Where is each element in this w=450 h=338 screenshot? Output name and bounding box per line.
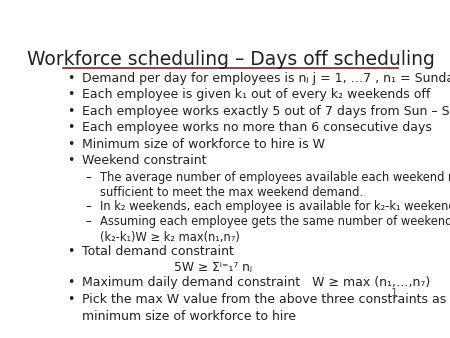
Text: The average number of employees available each weekend must be: The average number of employees availabl… [100,171,450,184]
Text: sufficient to meet the max weekend demand.: sufficient to meet the max weekend deman… [100,186,363,199]
Text: 1: 1 [391,288,398,298]
Text: Each employee works no more than 6 consecutive days: Each employee works no more than 6 conse… [82,121,432,135]
Text: 5W ≥ Σⁱ⁼₁⁷ nⱼ: 5W ≥ Σⁱ⁼₁⁷ nⱼ [174,261,252,274]
Text: In k₂ weekends, each employee is available for k₂-k₁ weekends.: In k₂ weekends, each employee is availab… [100,200,450,213]
Text: Weekend constraint: Weekend constraint [82,154,207,167]
Text: minimum size of workforce to hire: minimum size of workforce to hire [82,310,297,322]
Text: –: – [86,200,92,213]
Text: Assuming each employee gets the same number of weekends off,: Assuming each employee gets the same num… [100,215,450,228]
Text: •: • [67,121,74,135]
Text: –: – [86,215,92,228]
Text: Each employee works exactly 5 out of 7 days from Sun – Sat: Each employee works exactly 5 out of 7 d… [82,105,450,118]
Text: •: • [67,105,74,118]
Text: Pick the max W value from the above three constraints as the: Pick the max W value from the above thre… [82,293,450,306]
Text: •: • [67,154,74,167]
Text: •: • [67,293,74,306]
Text: •: • [67,72,74,85]
Text: Demand per day for employees is nⱼ j = 1, …7 , n₁ = Sunday: Demand per day for employees is nⱼ j = 1… [82,72,450,85]
Text: •: • [67,245,74,258]
Text: Total demand constraint: Total demand constraint [82,245,234,258]
Text: (k₂-k₁)W ≥ k₂ max(n₁,n₇): (k₂-k₁)W ≥ k₂ max(n₁,n₇) [100,231,240,244]
Text: Minimum size of workforce to hire is W: Minimum size of workforce to hire is W [82,138,325,151]
Text: –: – [86,171,92,184]
Text: Maximum daily demand constraint   W ≥ max (n₁,…,n₇): Maximum daily demand constraint W ≥ max … [82,276,431,289]
Text: •: • [67,276,74,289]
Text: •: • [67,138,74,151]
Text: Workforce scheduling – Days off scheduling: Workforce scheduling – Days off scheduli… [27,50,435,69]
Text: Each employee is given k₁ out of every k₂ weekends off: Each employee is given k₁ out of every k… [82,88,431,101]
Text: •: • [67,88,74,101]
